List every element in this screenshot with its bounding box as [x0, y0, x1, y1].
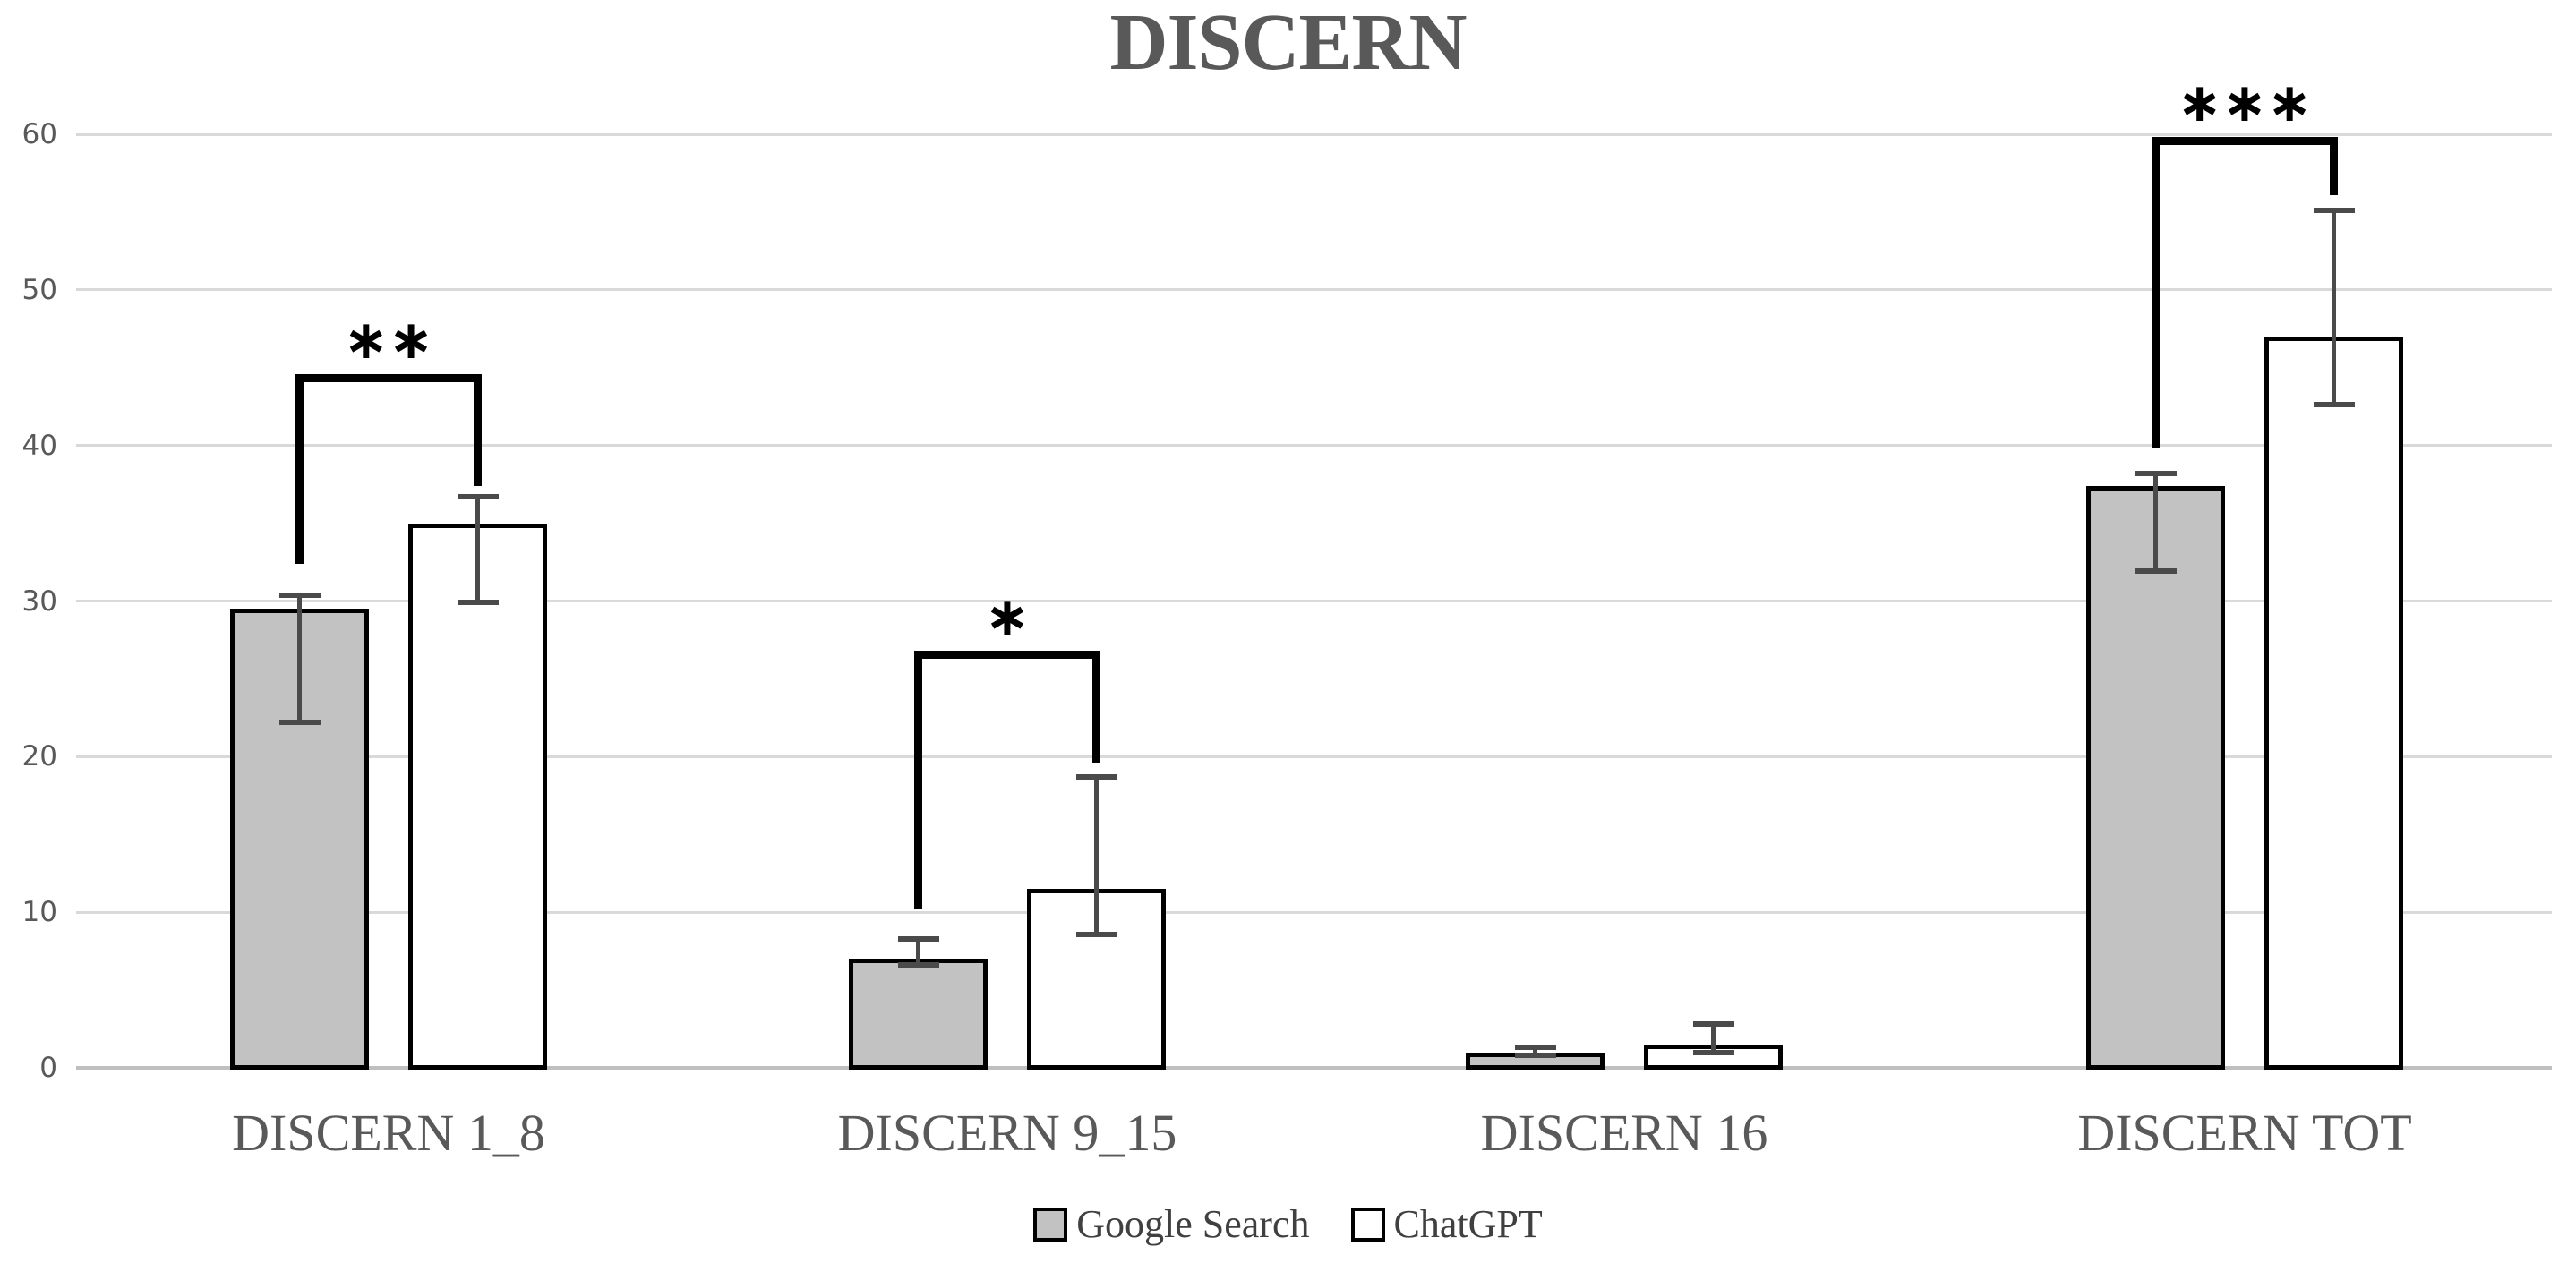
bar-chatgpt-discern-tot — [2264, 336, 2403, 1070]
x-axis-line — [76, 1066, 2552, 1070]
error-bar-google-search-discern-tot — [2153, 473, 2158, 572]
bar-google-search-discern-9_15 — [849, 959, 988, 1070]
bar-google-search-discern-tot — [2086, 485, 2225, 1070]
significance-bracket-right-discern-1_8 — [474, 373, 482, 486]
error-bar-google-search-discern-16 — [1533, 1047, 1537, 1056]
significance-bracket-right-discern-tot — [2330, 137, 2338, 195]
legend-item-chatgpt: ChatGPT — [1350, 1202, 1543, 1246]
legend-swatch-google-search — [1033, 1208, 1068, 1242]
y-tick-label-10: 10 — [21, 896, 57, 929]
error-bar-chatgpt-discern-16 — [1711, 1024, 1716, 1053]
error-bar-cap-top-google-search-discern-9_15 — [897, 935, 939, 942]
significance-bracket-left-discern-1_8 — [295, 373, 304, 564]
y-tick-label-50: 50 — [21, 273, 57, 306]
gridline-50 — [76, 288, 2552, 292]
error-bar-chatgpt-discern-1_8 — [475, 497, 480, 603]
y-tick-label-40: 40 — [21, 429, 57, 462]
chart-title: DISCERN — [1109, 0, 1467, 87]
y-tick-label-60: 60 — [21, 118, 57, 150]
x-category-label-discern-16: DISCERN 16 — [1480, 1104, 1768, 1162]
error-bar-cap-top-google-search-discern-16 — [1514, 1045, 1556, 1051]
error-bar-cap-top-chatgpt-discern-9_15 — [1075, 773, 1117, 780]
error-bar-cap-bottom-google-search-discern-tot — [2135, 568, 2177, 575]
error-bar-cap-top-chatgpt-discern-1_8 — [457, 494, 499, 500]
significance-bracket-left-discern-tot — [2152, 137, 2160, 449]
gridline-40 — [76, 444, 2552, 448]
error-bar-cap-top-chatgpt-discern-16 — [1692, 1021, 1734, 1028]
gridline-60 — [76, 132, 2552, 136]
error-bar-cap-bottom-chatgpt-discern-tot — [2313, 402, 2355, 408]
significance-bracket-top-discern-1_8 — [295, 373, 482, 382]
legend-swatch-chatgpt — [1350, 1208, 1385, 1242]
error-bar-google-search-discern-9_15 — [916, 938, 920, 966]
significance-bracket-right-discern-9_15 — [1092, 651, 1100, 764]
significance-bracket-top-discern-9_15 — [914, 651, 1100, 660]
error-bar-cap-bottom-google-search-discern-9_15 — [897, 962, 939, 969]
bar-chatgpt-discern-1_8 — [408, 523, 547, 1070]
significance-bracket-left-discern-9_15 — [914, 651, 922, 909]
gridline-30 — [76, 600, 2552, 602]
x-category-label-discern-1_8: DISCERN 1_8 — [232, 1104, 545, 1162]
significance-stars-discern-tot: ∗∗∗ — [2177, 72, 2313, 135]
y-tick-label-20: 20 — [21, 740, 57, 773]
gridline-10 — [76, 910, 2552, 914]
error-bar-google-search-discern-1_8 — [297, 594, 302, 723]
error-bar-cap-bottom-chatgpt-discern-9_15 — [1075, 931, 1117, 937]
error-bar-cap-bottom-google-search-discern-16 — [1514, 1053, 1556, 1059]
gridline-20 — [76, 755, 2552, 758]
error-bar-cap-bottom-chatgpt-discern-16 — [1692, 1049, 1734, 1055]
x-category-label-discern-9_15: DISCERN 9_15 — [837, 1104, 1177, 1162]
legend-item-google-search: Google Search — [1033, 1202, 1310, 1246]
legend-label-google-search: Google Search — [1076, 1202, 1310, 1246]
error-bar-cap-top-google-search-discern-tot — [2135, 470, 2177, 476]
significance-stars-discern-9_15: ∗ — [984, 585, 1031, 649]
error-bar-chatgpt-discern-9_15 — [1094, 776, 1099, 934]
error-bar-cap-bottom-chatgpt-discern-1_8 — [457, 600, 499, 606]
y-tick-label-30: 30 — [21, 585, 57, 618]
error-bar-cap-top-chatgpt-discern-tot — [2313, 208, 2355, 214]
error-bar-cap-bottom-google-search-discern-1_8 — [278, 720, 321, 726]
significance-stars-discern-1_8: ∗∗ — [343, 308, 434, 371]
error-bar-chatgpt-discern-tot — [2332, 210, 2336, 405]
legend: Google Search ChatGPT — [0, 1205, 2576, 1244]
y-tick-label-0: 0 — [39, 1052, 57, 1084]
legend-label-chatgpt: ChatGPT — [1393, 1202, 1543, 1246]
significance-bracket-top-discern-tot — [2152, 137, 2338, 146]
x-category-label-discern-tot: DISCERN TOT — [2077, 1104, 2412, 1162]
error-bar-cap-top-google-search-discern-1_8 — [278, 592, 321, 598]
